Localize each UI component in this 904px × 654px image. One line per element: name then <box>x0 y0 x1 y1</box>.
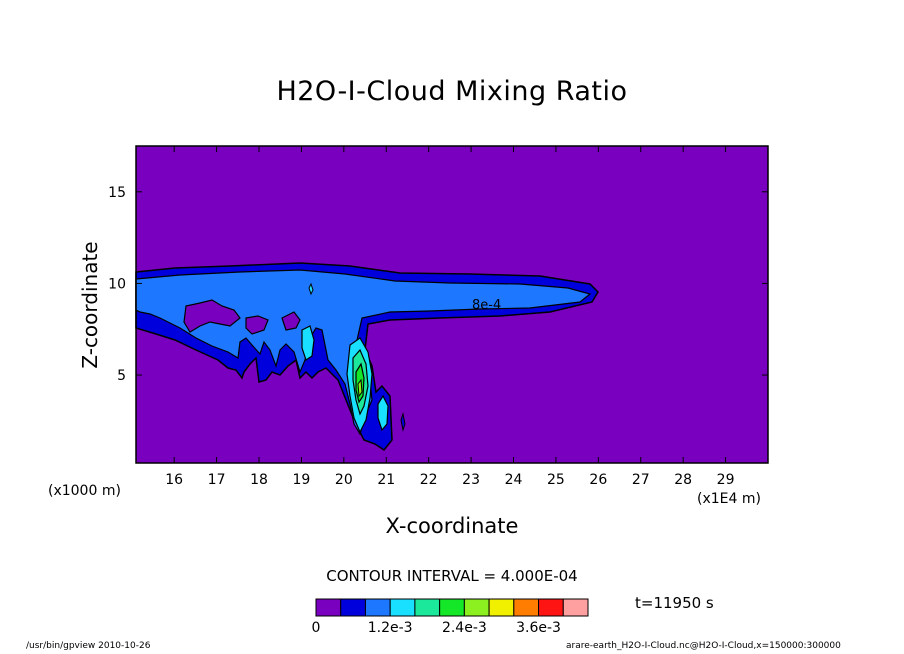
time-label: t=11950 s <box>635 594 714 612</box>
colorbar: 0 1.2e-3 2.4e-3 3.6e-3 <box>312 598 589 636</box>
colorbar-swatch <box>562 598 589 617</box>
contour-hole <box>183 299 241 333</box>
colorbar-label: 1.2e-3 <box>368 620 413 636</box>
contour-level-3 <box>301 325 315 361</box>
y-tick-label: 5 <box>117 368 126 384</box>
colorbar-swatch <box>414 598 441 617</box>
y-tick-label: 10 <box>108 276 126 292</box>
contour-level-1 <box>400 412 406 432</box>
colorbar-swatch <box>315 598 342 617</box>
x-tick-label: 22 <box>420 472 438 488</box>
contour-hole <box>281 311 301 331</box>
colorbar-swatch <box>463 598 490 617</box>
colorbar-swatch <box>538 598 564 617</box>
plot-frame <box>135 145 769 464</box>
y-tick-label: 15 <box>108 185 126 201</box>
x-tick-label: 29 <box>717 472 735 488</box>
colorbar-swatch <box>439 598 465 617</box>
colorbar-label: 3.6e-3 <box>516 620 561 636</box>
x-tick-label: 26 <box>589 472 607 488</box>
contour-hole <box>245 315 269 335</box>
contour-interval-text: CONTOUR INTERVAL = 4.000E-04 <box>326 567 578 585</box>
colorbar-label: 0 <box>312 620 321 636</box>
x-tick-label: 25 <box>547 472 565 488</box>
x-axis-label: X-coordinate <box>385 514 519 538</box>
chart-title: H2O-I-Cloud Mixing Ratio <box>276 76 628 107</box>
footer-left: /usr/bin/gpview 2010-10-26 <box>26 641 151 651</box>
colorbar-swatch <box>513 598 540 617</box>
x-tick-label: 16 <box>165 472 183 488</box>
colorbar-swatch <box>364 598 391 617</box>
x-tick-label: 19 <box>293 472 311 488</box>
x-tick-label: 18 <box>250 472 268 488</box>
y-axis-ticks: 5 10 15 <box>108 185 768 384</box>
x-tick-label: 17 <box>208 472 226 488</box>
x-tick-label: 28 <box>674 472 692 488</box>
x-tick-label: 20 <box>335 472 353 488</box>
x-tick-label: 27 <box>632 472 650 488</box>
x-axis-ticks: 16 17 18 19 20 21 22 23 24 25 26 27 28 29 <box>165 146 734 488</box>
contour-level-3 <box>377 394 389 432</box>
colorbar-swatch <box>340 598 366 617</box>
colorbar-swatch <box>488 598 515 617</box>
x-multiplier-label: (x1E4 m) <box>697 491 761 507</box>
x-unit-label: (x1000 m) <box>48 483 121 499</box>
contour-field <box>135 262 599 452</box>
x-tick-label: 24 <box>505 472 523 488</box>
x-tick-label: 21 <box>377 472 395 488</box>
x-tick-label: 23 <box>462 472 480 488</box>
contour-level-3 <box>308 282 314 296</box>
colorbar-swatch <box>389 598 416 617</box>
colorbar-label: 2.4e-3 <box>442 620 487 636</box>
contour-label: 8e-4 <box>472 298 501 313</box>
footer-right: arare-earth_H2O-I-Cloud.nc@H2O-I-Cloud,x… <box>566 641 841 651</box>
contour-level-6 <box>357 378 363 398</box>
